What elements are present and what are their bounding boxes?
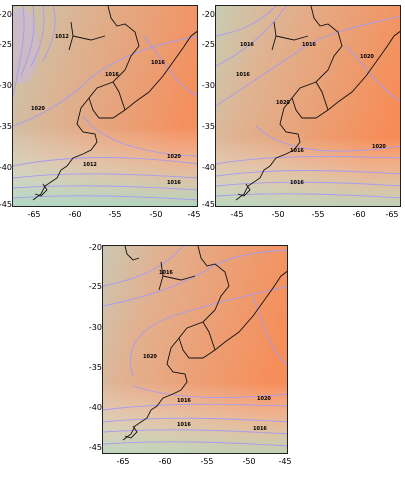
contour-label: 1016 <box>151 60 165 66</box>
y-tick-label: -30 <box>201 81 215 90</box>
contour-label: 1016 <box>290 180 304 186</box>
x-tick-label: -45 <box>187 210 201 219</box>
contour-label: 1012 <box>55 34 69 40</box>
contour-label: 1020 <box>31 106 45 112</box>
contour-label: 1016 <box>253 426 267 432</box>
x-tick-label: -50 <box>242 457 256 466</box>
contour-label: 1020 <box>167 154 181 160</box>
contour-label: 1020 <box>276 100 290 106</box>
x-tick-label: -50 <box>149 210 163 219</box>
x-tick-label: -60 <box>352 210 366 219</box>
y-tick-label: -40 <box>201 163 215 172</box>
x-tick-label: -60 <box>68 210 82 219</box>
y-tick-label: -20 <box>88 243 102 252</box>
x-tick-label: -55 <box>200 457 214 466</box>
contour-label: 1016 <box>290 148 304 154</box>
contour-label: 1020 <box>257 396 271 402</box>
y-tick-label: -25 <box>88 282 102 291</box>
y-tick-label: -35 <box>201 122 215 131</box>
contour-label: 1016 <box>240 42 254 48</box>
pressure-map-1: 1012 1016 1016 1020 1020 1012 1016 <box>12 5 198 207</box>
x-tick-label: -65 <box>385 210 399 219</box>
y-tick-label: -30 <box>88 323 102 332</box>
x-tick-label: -45 <box>230 210 244 219</box>
pressure-map-2-svg: 1016 1016 1016 1020 1020 1020 1016 1016 <box>216 6 400 206</box>
x-tick-label: -60 <box>158 457 172 466</box>
x-tick-label: -55 <box>311 210 325 219</box>
pressure-map-3: 1016 1020 1016 1016 1020 1016 <box>102 245 288 454</box>
pressure-map-1-svg: 1012 1016 1016 1020 1020 1012 1016 <box>13 6 197 206</box>
y-tick-label: -40 <box>88 403 102 412</box>
contour-label: 1016 <box>236 72 250 78</box>
y-tick-label: -35 <box>88 363 102 372</box>
y-tick-label: -20 <box>201 10 215 19</box>
y-tick-label: -25 <box>201 40 215 49</box>
contour-label: 1020 <box>143 354 157 360</box>
y-tick-label: -25 <box>0 40 12 49</box>
x-tick-label: -55 <box>108 210 122 219</box>
y-tick-label: -45 <box>88 443 102 452</box>
contour-label: 1016 <box>167 180 181 186</box>
contour-label: 1016 <box>302 42 316 48</box>
contour-label: 1016 <box>105 72 119 78</box>
x-tick-label: -45 <box>278 457 292 466</box>
y-tick-label: -45 <box>0 200 12 209</box>
contour-label: 1016 <box>177 398 191 404</box>
contour-label: 1016 <box>159 270 173 276</box>
contour-label: 1020 <box>360 54 374 60</box>
y-tick-label: -40 <box>0 163 12 172</box>
x-tick-label: -50 <box>271 210 285 219</box>
x-tick-label: -65 <box>116 457 130 466</box>
contour-label: 1016 <box>177 422 191 428</box>
y-tick-label: -30 <box>0 81 12 90</box>
y-tick-label: -35 <box>0 122 12 131</box>
pressure-map-3-svg: 1016 1020 1016 1016 1020 1016 <box>103 246 287 453</box>
contour-label: 1012 <box>83 162 97 168</box>
contour-label: 1020 <box>372 144 386 150</box>
y-tick-label: -45 <box>201 200 215 209</box>
pressure-map-2: 1016 1016 1016 1020 1020 1020 1016 1016 <box>215 5 401 207</box>
y-tick-label: -20 <box>0 10 12 19</box>
x-tick-label: -65 <box>27 210 41 219</box>
